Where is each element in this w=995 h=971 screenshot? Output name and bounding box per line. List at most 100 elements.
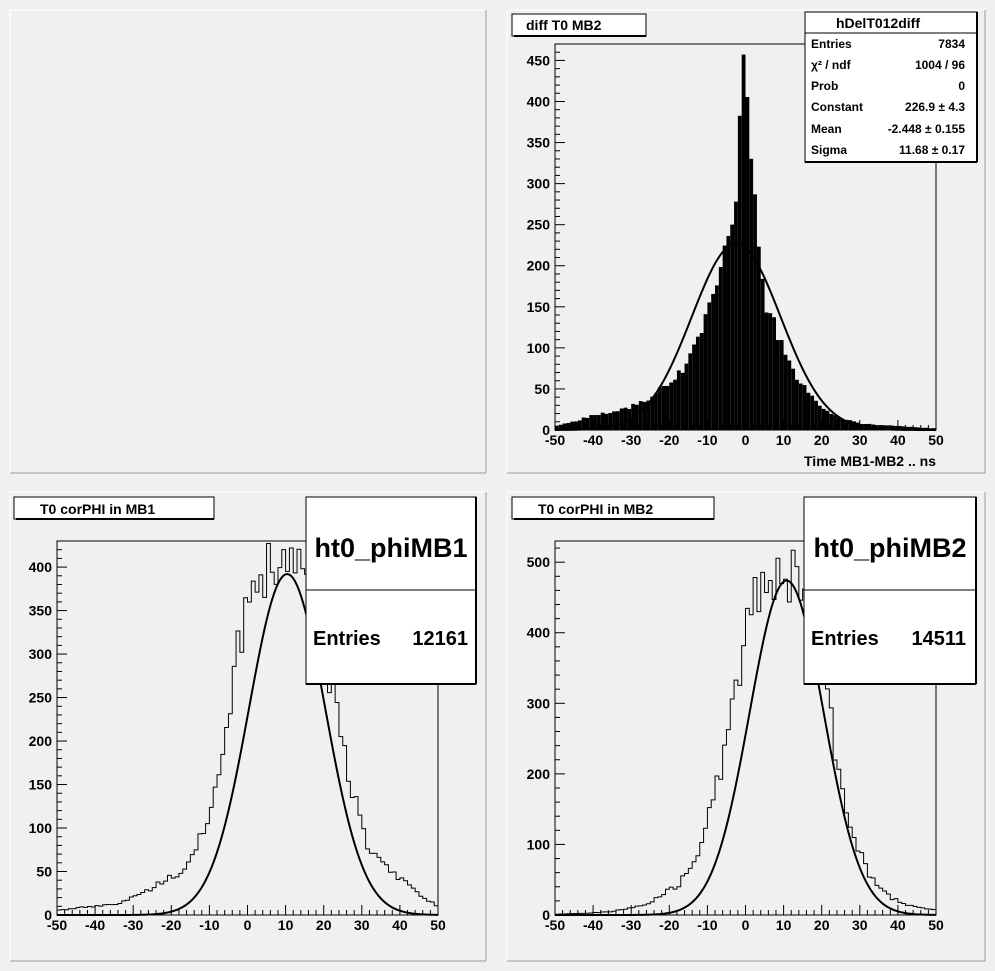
stats-title: hDelT012diff [836,15,920,31]
histogram-bar [745,97,750,430]
histogram-bar [787,360,792,430]
histogram-bar [821,408,826,430]
x-tick-label: 40 [392,917,408,933]
histogram-bar [715,285,719,430]
histogram-bar [718,266,723,430]
x-tick-label: -50 [545,917,565,933]
histogram-bar [894,425,898,430]
x-tick-label: 50 [928,432,944,448]
histogram-bar [833,415,837,430]
x-tick-label: -20 [659,432,679,448]
x-tick-label: 20 [814,432,830,448]
y-tick-label: 250 [29,690,53,706]
histogram-bar [730,224,735,430]
y-tick-label: 300 [527,695,551,711]
fit-layer [57,573,439,916]
title-box: diff T0 MB2 [511,13,647,37]
x-tick-label: 0 [742,917,750,933]
x-tick-label: -20 [659,917,679,933]
histogram-bar [817,405,822,430]
histogram-bar [749,158,754,431]
histogram-bar [654,393,658,430]
x-tick-label: 10 [776,917,792,933]
histogram-bar [619,408,624,430]
x-tick-label: -30 [621,917,641,933]
histogram-bar [638,401,643,430]
histogram-bar [608,413,613,430]
histogram-bar [688,353,693,430]
histogram-bar [775,340,780,430]
x-tick-label: 30 [852,917,868,933]
x-tick-label: 50 [928,917,944,933]
y-tick-label: 400 [527,93,551,109]
histogram-bar [692,344,696,430]
histogram-bar [737,115,742,430]
histogram-bar [707,302,712,430]
histogram-bar [562,423,567,430]
pad-top-left [9,9,487,474]
histogram-bar [642,401,647,430]
stats-label-prob: Prob [811,79,838,93]
histogram-bar [695,336,700,430]
histogram-bar [852,421,856,430]
y-tick-label: 0 [542,422,550,438]
y-tick-label: 300 [527,176,551,192]
y-tick-label: 500 [527,554,551,570]
histogram-bar [566,423,571,430]
y-tick-label: 350 [29,603,53,619]
histogram-bar [840,419,845,430]
stats-value-mean: -2.448 ± 0.155 [888,122,966,136]
histogram-bar [734,201,738,430]
histogram-bar [920,427,925,430]
x-tick-label: 30 [354,917,370,933]
y-tick-label: 300 [29,646,53,662]
histogram-bar [615,411,620,430]
y-tick-label: 100 [29,820,53,836]
x-tick-label: 50 [430,917,446,933]
histogram-bar [680,372,685,430]
histogram-bar [772,317,776,430]
stats-label-sigma: Sigma [811,143,847,157]
y-tick-label: 200 [527,258,551,274]
histogram-bar [570,421,575,430]
histogram-bar [577,420,582,430]
stats-box: hDelT012diff Entries 7834 χ² / ndf 1004 … [804,11,978,163]
x-tick-label: 10 [776,432,792,448]
y-tick-label: 100 [527,340,551,356]
stats-value-prob: 0 [958,79,965,93]
histogram-bar [596,415,601,430]
x-tick-label: -40 [583,917,603,933]
histogram-bar [604,413,609,430]
histogram-bar [764,312,769,430]
y-tick-label: 150 [29,777,53,793]
chart-t0-corphi-mb1: -50 -40 -30 -20 -10 0 10 20 30 40 50 0 50 100 150 200 25… [13,496,477,933]
histogram-bar [635,404,639,430]
y-tick-label: 0 [44,907,52,923]
x-tick-label: -30 [123,917,143,933]
chart-diff-t0-mb2: -50 -40 -30 -20 -10 0 10 20 30 40 50 0 50 100 150 200 25… [511,11,978,469]
x-tick-label: 20 [814,917,830,933]
title-box: T0 corPHI in MB1 [13,496,215,520]
hist-layer [555,54,936,431]
fit-layer [554,242,936,431]
histogram-bar [886,425,891,430]
histogram-bar [585,417,590,430]
histogram-bar [646,400,651,430]
fit-curve [555,579,937,916]
x-tick-label: 40 [890,917,906,933]
histogram-bar [836,417,841,430]
chart-title: T0 corPHI in MB1 [40,501,155,517]
stats-label-entries: Entries [811,37,852,51]
histogram-bar [768,313,773,430]
histogram-bar [589,415,594,430]
histogram-bar [909,426,914,430]
histogram-bar [825,410,830,430]
x-tick-label: 20 [316,917,332,933]
histogram-bar [814,400,818,430]
histogram-bar [913,427,917,430]
x-tick-label: 0 [244,917,252,933]
histogram-bar [600,412,605,430]
axis-layer: -50 -40 -30 -20 -10 0 10 20 30 40 50 0 50 100 150 200 25… [29,540,446,933]
histogram-bar [916,427,921,430]
